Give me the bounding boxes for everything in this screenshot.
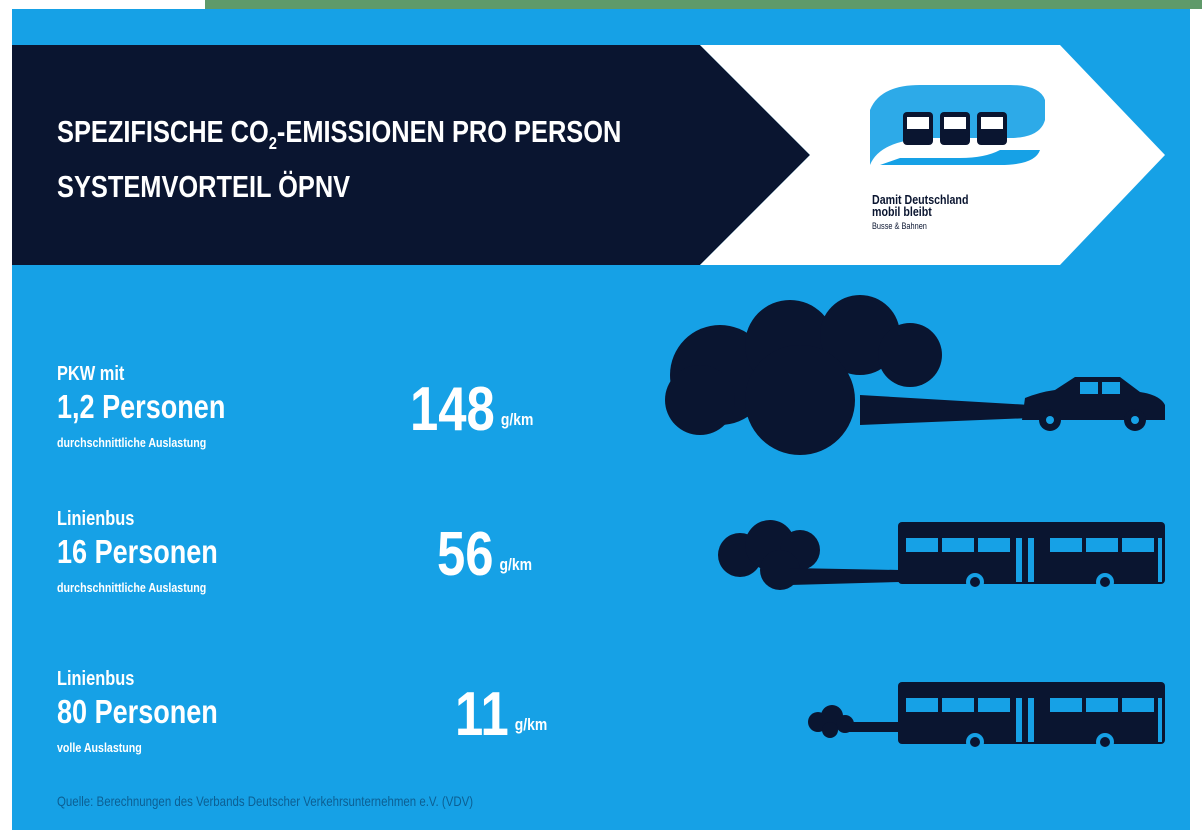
load-note: durchschnittliche Auslastung [57, 580, 206, 595]
logo-icon-window [944, 117, 966, 129]
title-banner [12, 45, 810, 265]
emission-value: 148 [410, 375, 495, 444]
vehicle-label: PKW mit [57, 361, 124, 384]
persons-label: 1,2 Personen [57, 390, 225, 426]
photo-strip [205, 0, 1202, 9]
page: CO2 html, body { margin: 0; padding: 0; … [0, 0, 1202, 830]
vehicle-label: Linienbus [57, 666, 134, 689]
bus-emission-icon [718, 520, 1165, 591]
infographic: SPEZIFISCHE CO2-EMISSIONEN PRO PERSON SY… [0, 0, 1202, 830]
title-part: SPEZIFISCHE CO [57, 115, 269, 150]
emission-unit: g/km [501, 411, 534, 430]
persons-label: 16 Personen [57, 535, 218, 571]
logo-icon-window [981, 117, 1003, 129]
body: {"header": {"title_a": "SPEZIFISCHE CO",… [0, 0, 1202, 830]
title: SPEZIFISCHE CO2-EMISSIONEN PRO PERSON [57, 115, 621, 154]
load-note: volle Auslastung [57, 740, 142, 755]
persons-label: 80 Personen [57, 695, 218, 731]
vehicle-label: Linienbus [57, 506, 134, 529]
title-subscript: 2 [269, 134, 277, 154]
logo-text: mobil bleibt [872, 204, 932, 219]
emission-value: 56 [437, 520, 494, 589]
title-part: -EMISSIONEN PRO PERSON [277, 115, 621, 150]
subtitle: SYSTEMVORTEIL ÖPNV [57, 170, 350, 205]
load-note: durchschnittliche Auslastung [57, 435, 206, 450]
emission-unit: g/km [515, 716, 548, 735]
source: Quelle: Berechnungen des Verbands Deutsc… [57, 793, 473, 809]
logo-text: Busse & Bahnen [872, 221, 927, 231]
logo-icon-window [907, 117, 929, 129]
emission-unit: g/km [500, 556, 533, 575]
emission-value: 11 [455, 680, 509, 749]
